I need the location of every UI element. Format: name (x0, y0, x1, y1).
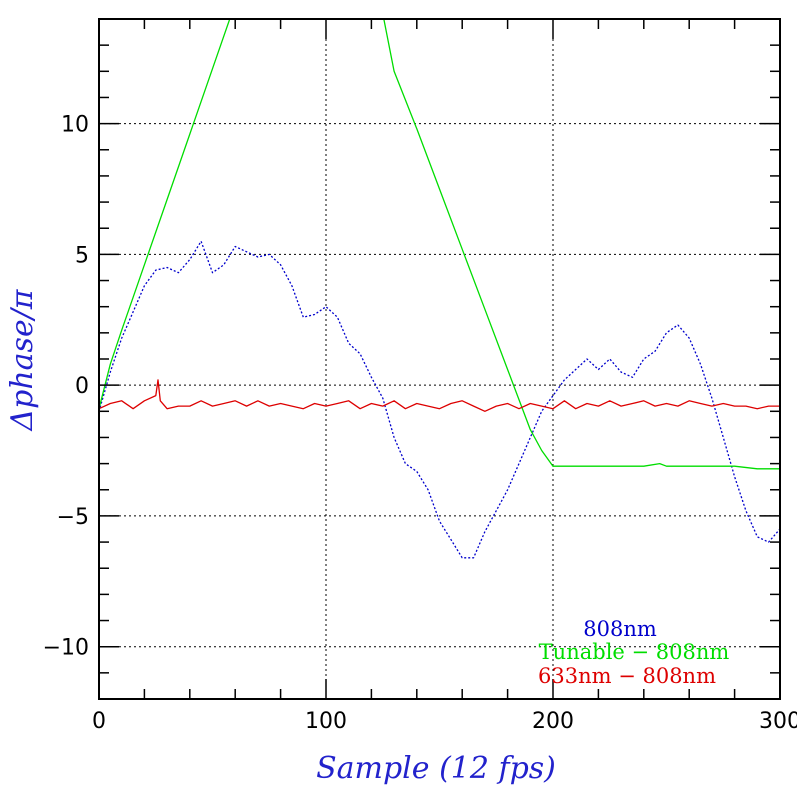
x-tick-label: 200 (532, 709, 574, 734)
x-tick-label: 0 (92, 709, 106, 734)
plot-frame (98, 18, 781, 700)
y-tick-labels: −10 −5 0 5 10 (43, 113, 89, 661)
grid-lines (99, 19, 780, 699)
legend-label-tunable: Tunable − 808nm (539, 640, 730, 664)
axis-ticks (98, 19, 781, 699)
data-series (99, 19, 780, 559)
minor-ticks (99, 18, 780, 700)
y-tick-label: 0 (75, 374, 89, 399)
legend-label-808nm: 808nm (583, 617, 657, 641)
legend: 808nm Tunable − 808nm 633nm − 808nm (538, 617, 729, 688)
legend-label-633nm: 633nm − 808nm (538, 664, 716, 688)
y-tick-label: −5 (57, 505, 89, 530)
y-tick-label: 10 (61, 113, 89, 138)
x-axis-label: Sample (12 fps) (316, 751, 556, 786)
series-line-tunable-808nm (99, 19, 780, 470)
series-line-808nm (99, 240, 780, 559)
x-tick-label: 300 (759, 709, 797, 734)
x-tick-label: 100 (305, 709, 347, 734)
y-tick-label: 5 (75, 243, 89, 268)
y-axis-label: Δphase/π (5, 288, 40, 431)
series-line-633nm-808nm (99, 379, 780, 412)
x-tick-labels: 0 100 200 300 (92, 709, 797, 734)
y-tick-label: −10 (43, 636, 89, 661)
